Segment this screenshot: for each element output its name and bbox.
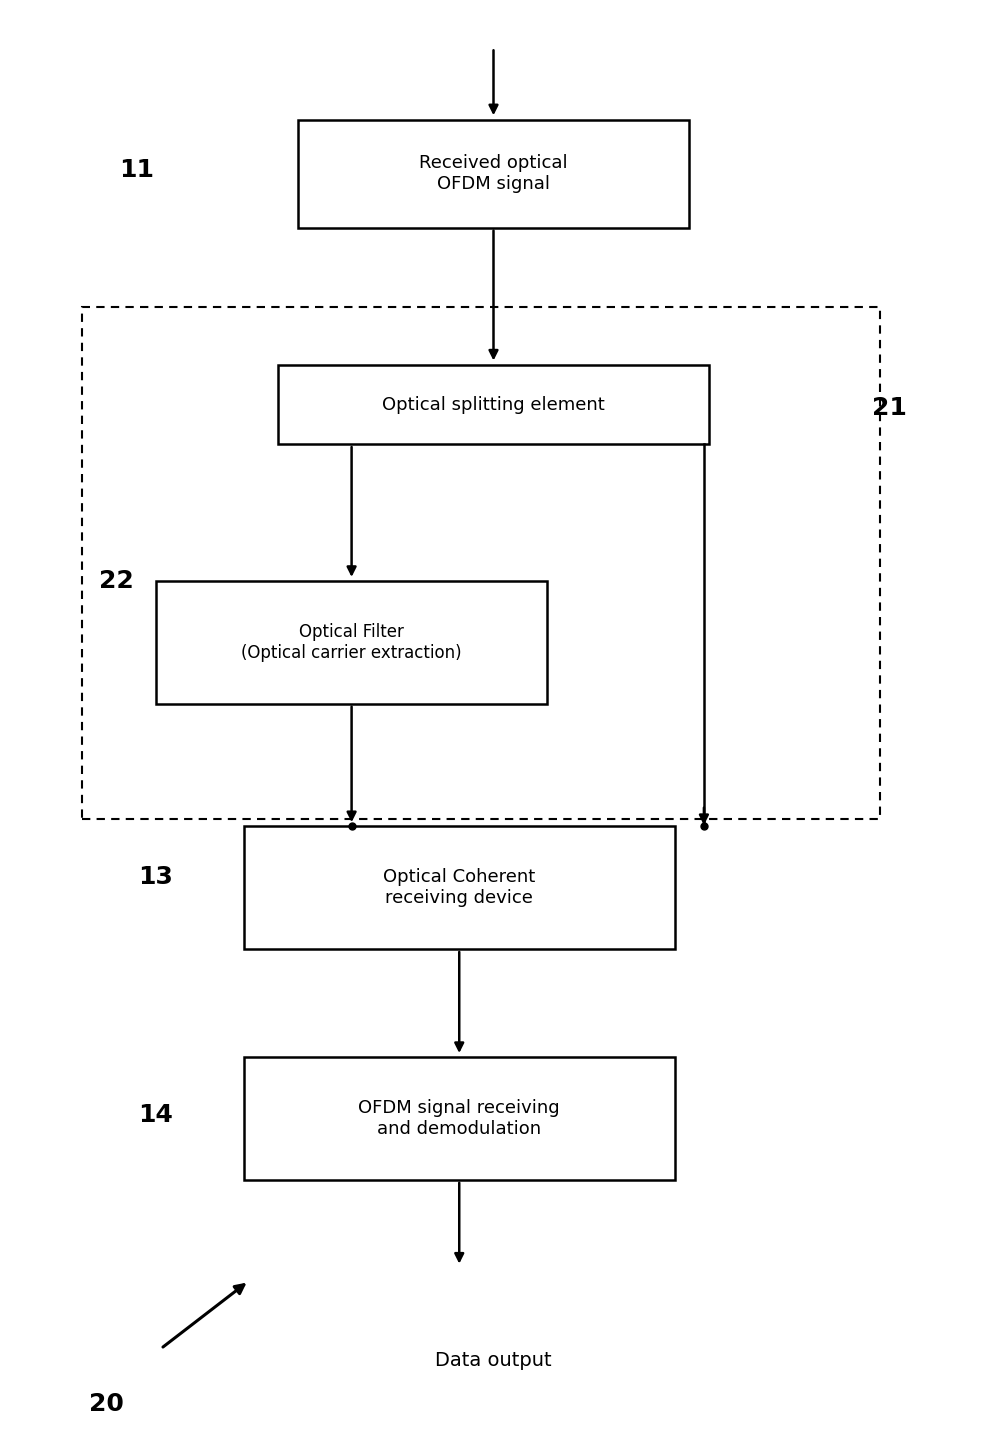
- Text: 21: 21: [872, 396, 906, 421]
- Text: 20: 20: [90, 1392, 124, 1416]
- Text: Optical Coherent
receiving device: Optical Coherent receiving device: [383, 868, 534, 907]
- FancyBboxPatch shape: [244, 827, 673, 949]
- Text: Received optical
OFDM signal: Received optical OFDM signal: [419, 154, 567, 193]
- FancyBboxPatch shape: [298, 119, 688, 228]
- Text: 14: 14: [138, 1103, 174, 1127]
- Text: 13: 13: [138, 865, 174, 889]
- FancyBboxPatch shape: [278, 364, 708, 444]
- FancyBboxPatch shape: [244, 1058, 673, 1180]
- Text: 22: 22: [100, 569, 134, 593]
- Text: 11: 11: [118, 158, 154, 181]
- Text: Optical Filter
(Optical carrier extraction): Optical Filter (Optical carrier extracti…: [241, 622, 461, 662]
- FancyBboxPatch shape: [156, 582, 547, 704]
- Text: Data output: Data output: [435, 1351, 551, 1370]
- Text: Optical splitting element: Optical splitting element: [382, 396, 604, 414]
- Text: OFDM signal receiving
and demodulation: OFDM signal receiving and demodulation: [358, 1100, 559, 1138]
